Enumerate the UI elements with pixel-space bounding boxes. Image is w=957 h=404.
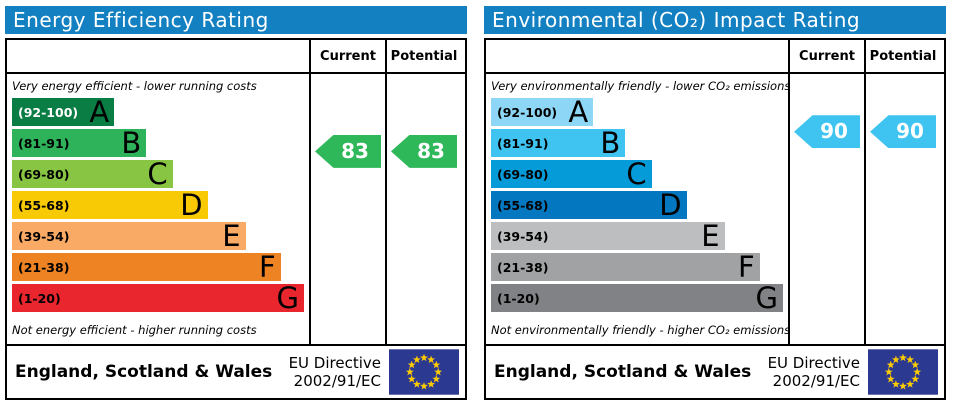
- band-row-c: (69-80) C: [12, 157, 173, 191]
- band-letter: F: [258, 250, 276, 284]
- current-rating-arrow: 83: [315, 134, 381, 168]
- eu-directive-label: EU Directive 2002/91/EC: [767, 354, 860, 390]
- eu-flag-icon: [389, 349, 459, 395]
- table-header: Current Potential: [7, 40, 465, 74]
- bands-cell: Very environmentally friendly - lower CO…: [486, 74, 791, 344]
- rating-table: Current Potential Very environmentally f…: [484, 38, 946, 400]
- band-letter: B: [600, 126, 621, 160]
- potential-header: Potential: [385, 40, 461, 72]
- current-column: 90: [788, 74, 864, 344]
- band-row-f: (21-38) F: [12, 250, 281, 284]
- top-note: Very energy efficient - lower running co…: [12, 79, 257, 93]
- band-letter: F: [737, 250, 755, 284]
- band-range-label: (81-91): [18, 135, 70, 151]
- rating-table: Current Potential Very energy efficient …: [5, 38, 467, 400]
- band-letter: C: [626, 157, 647, 191]
- potential-column: 83: [385, 74, 461, 344]
- band-row-c: (69-80) C: [491, 157, 652, 191]
- bands-cell: Very energy efficient - lower running co…: [7, 74, 309, 344]
- band-range-label: (1-20): [18, 290, 61, 306]
- band-range-label: (81-91): [497, 135, 549, 151]
- band-row-b: (81-91) B: [12, 126, 147, 160]
- band-row-d: (55-68) D: [12, 188, 208, 222]
- panel-title: Energy Efficiency Rating: [5, 6, 467, 34]
- band-range-label: (21-38): [18, 259, 70, 275]
- band-letter: G: [276, 281, 299, 315]
- band-range-label: (69-80): [18, 166, 70, 182]
- band-letter: E: [701, 219, 720, 253]
- region-label: England, Scotland & Wales: [494, 362, 752, 382]
- band-letter: D: [659, 188, 682, 222]
- panel-title: Environmental (CO₂) Impact Rating: [484, 6, 946, 34]
- bottom-note: Not energy efficient - higher running co…: [12, 323, 257, 337]
- bands: (92-100) A (81-91) B (69-80) C (55-68) D (39-54)…: [12, 98, 304, 315]
- table-header: Current Potential: [486, 40, 944, 74]
- current-column: 83: [309, 74, 385, 344]
- band-letter: B: [121, 126, 142, 160]
- current-header: Current: [788, 40, 864, 72]
- environmental-impact-panel: Environmental (CO₂) Impact Rating Curren…: [479, 0, 957, 404]
- potential-header: Potential: [864, 40, 940, 72]
- band-letter: E: [222, 219, 241, 253]
- potential-rating-arrow: 90: [870, 115, 936, 149]
- band-row-b: (81-91) B: [491, 126, 626, 160]
- band-range-label: (55-68): [497, 197, 549, 213]
- region-label: England, Scotland & Wales: [15, 362, 273, 382]
- table-footer: England, Scotland & Wales EU Directive 20…: [7, 344, 465, 398]
- energy-efficiency-panel: Energy Efficiency Rating Current Potenti…: [0, 0, 478, 404]
- header-spacer: [7, 40, 309, 72]
- potential-column: 90: [864, 74, 940, 344]
- band-range-label: (39-54): [497, 228, 549, 244]
- band-row-f: (21-38) F: [491, 250, 760, 284]
- eu-directive-label: EU Directive 2002/91/EC: [288, 354, 381, 390]
- band-letter: C: [147, 157, 168, 191]
- chart-body: Very energy efficient - lower running co…: [7, 74, 465, 344]
- top-note: Very environmentally friendly - lower CO…: [491, 79, 791, 93]
- band-letter: G: [755, 281, 778, 315]
- band-letter: D: [180, 188, 203, 222]
- band-range-label: (92-100): [497, 104, 558, 120]
- band-range-label: (39-54): [18, 228, 70, 244]
- band-row-g: (1-20) G: [491, 281, 783, 315]
- band-range-label: (92-100): [18, 104, 79, 120]
- band-row-a: (92-100) A: [491, 95, 594, 129]
- band-row-e: (39-54) E: [12, 219, 246, 253]
- chart-body: Very environmentally friendly - lower CO…: [486, 74, 944, 344]
- band-row-a: (92-100) A: [12, 95, 115, 129]
- band-letter: A: [89, 95, 110, 129]
- band-row-g: (1-20) G: [12, 281, 304, 315]
- bands: (92-100) A (81-91) B (69-80) C (55-68) D (39-54)…: [491, 98, 783, 315]
- eu-flag-icon: [868, 349, 938, 395]
- current-header: Current: [309, 40, 385, 72]
- band-row-d: (55-68) D: [491, 188, 687, 222]
- band-range-label: (55-68): [18, 197, 70, 213]
- bottom-note: Not environmentally friendly - higher CO…: [491, 323, 791, 337]
- band-letter: A: [568, 95, 589, 129]
- band-range-label: (1-20): [497, 290, 540, 306]
- table-footer: England, Scotland & Wales EU Directive 20…: [486, 344, 944, 398]
- header-spacer: [486, 40, 788, 72]
- band-row-e: (39-54) E: [491, 219, 725, 253]
- band-range-label: (69-80): [497, 166, 549, 182]
- potential-rating-arrow: 83: [391, 134, 457, 168]
- current-rating-arrow: 90: [794, 115, 860, 149]
- band-range-label: (21-38): [497, 259, 549, 275]
